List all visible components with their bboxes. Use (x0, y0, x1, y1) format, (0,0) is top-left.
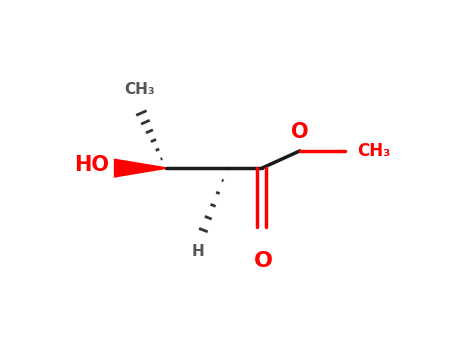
Text: HO: HO (74, 155, 109, 175)
Polygon shape (114, 159, 166, 178)
Text: O: O (291, 122, 308, 142)
Text: O: O (254, 251, 273, 271)
Text: CH₃: CH₃ (357, 142, 390, 160)
Text: H: H (192, 244, 205, 259)
Text: CH₃: CH₃ (124, 83, 155, 98)
